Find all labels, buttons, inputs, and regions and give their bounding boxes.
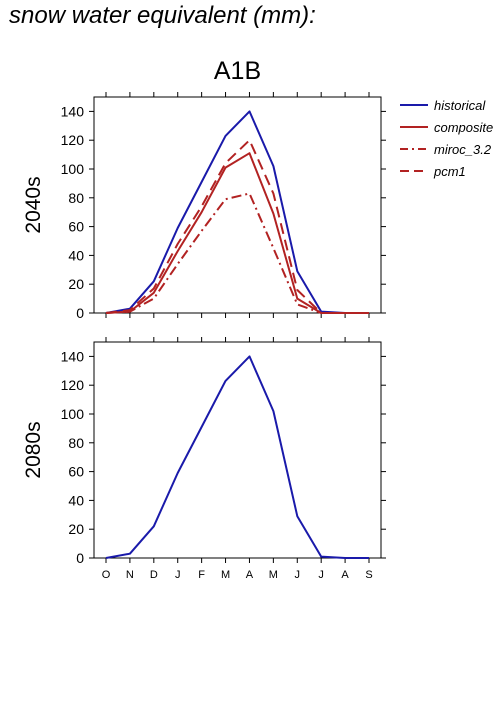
y-tick-label: 140 bbox=[61, 103, 85, 119]
x-tick-label: A bbox=[341, 569, 349, 581]
y-tick-label: 60 bbox=[68, 219, 84, 235]
x-tick-label: A bbox=[246, 569, 254, 581]
y-tick-label: 120 bbox=[61, 132, 85, 148]
legend-label: miroc_3.2 bbox=[434, 142, 492, 157]
legend-label: composite bbox=[434, 120, 493, 135]
y-tick-label: 0 bbox=[76, 305, 84, 321]
y-tick-label: 80 bbox=[68, 190, 84, 206]
series-line-historical bbox=[105, 355, 369, 559]
series-line-miroc-3-2 bbox=[105, 192, 369, 314]
row-label: 2080s bbox=[22, 421, 45, 478]
y-tick-label: 40 bbox=[68, 492, 84, 508]
row-label: 2040s bbox=[22, 176, 45, 233]
y-tick-label: 140 bbox=[61, 348, 85, 364]
legend-label: pcm1 bbox=[433, 164, 466, 179]
x-tick-label: M bbox=[269, 569, 278, 581]
series-line-composite bbox=[105, 152, 369, 314]
y-tick-label: 20 bbox=[68, 521, 84, 537]
x-tick-label: J bbox=[295, 569, 301, 581]
y-tick-label: 20 bbox=[68, 276, 84, 292]
x-tick-label: D bbox=[150, 569, 158, 581]
series-line-pcm1 bbox=[105, 139, 369, 314]
x-tick-label: N bbox=[126, 569, 134, 581]
chart-title: A1B bbox=[214, 57, 261, 85]
y-tick-label: 60 bbox=[68, 464, 84, 480]
x-tick-label: O bbox=[102, 569, 111, 581]
series-line-historical bbox=[105, 110, 369, 314]
x-tick-label: J bbox=[175, 569, 181, 581]
y-tick-label: 80 bbox=[68, 435, 84, 451]
y-tick-label: 100 bbox=[61, 406, 85, 422]
y-tick-label: 120 bbox=[61, 377, 85, 393]
page-title: snow water equivalent (mm): bbox=[9, 2, 316, 29]
x-tick-label: S bbox=[365, 569, 372, 581]
plot-frame bbox=[93, 96, 382, 314]
y-tick-label: 100 bbox=[61, 161, 85, 177]
x-tick-label: M bbox=[221, 569, 230, 581]
y-tick-label: 0 bbox=[76, 550, 84, 566]
plot-frame bbox=[93, 341, 382, 559]
legend-label: historical bbox=[434, 98, 486, 113]
x-tick-label: J bbox=[318, 569, 324, 581]
x-tick-label: F bbox=[198, 569, 205, 581]
y-tick-label: 40 bbox=[68, 247, 84, 263]
